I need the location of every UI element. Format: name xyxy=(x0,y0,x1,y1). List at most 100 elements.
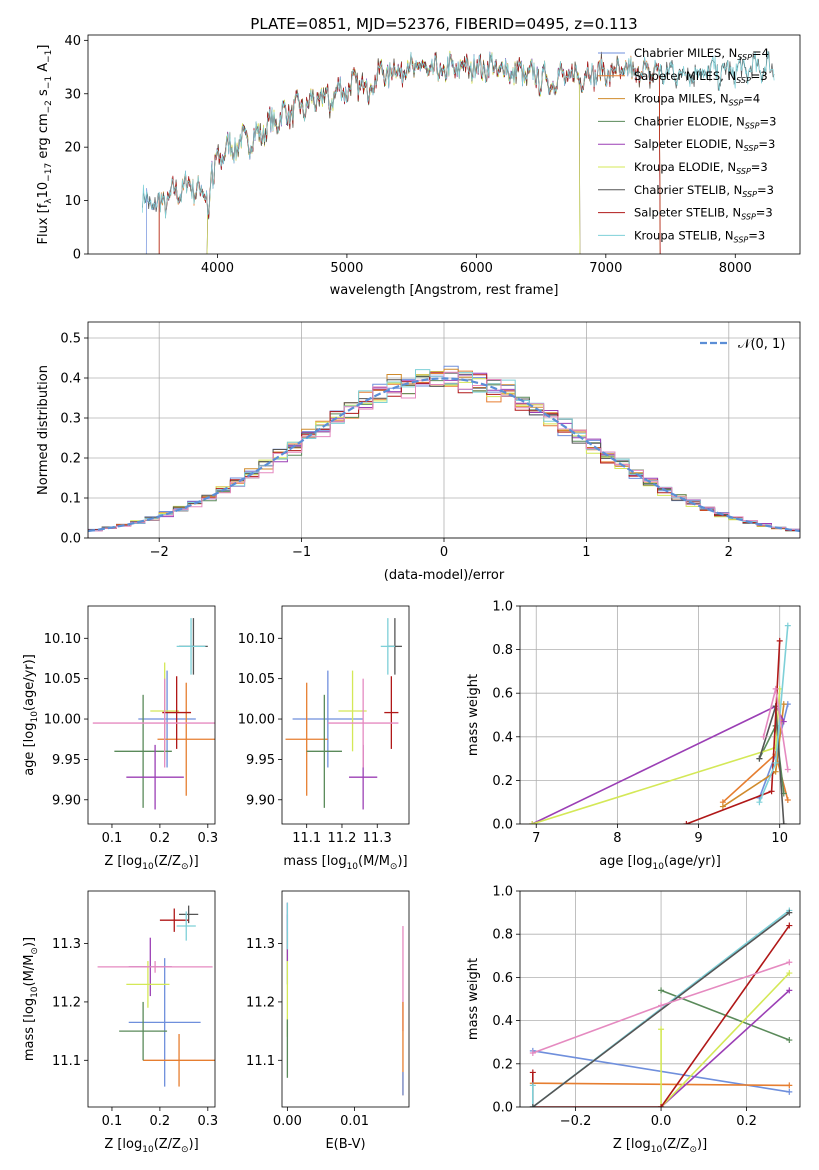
frame-mass-vs-Z xyxy=(87,890,216,1108)
x-axis-label: Z [log10(Z/Z⊙)] xyxy=(104,1137,198,1155)
y-tick-label-4: 0.8 xyxy=(492,928,513,943)
y-axis-label: Flux [fλ10−17 erg cm−2 s−1 A−1] xyxy=(36,45,54,245)
y-tick-label-5: 1.0 xyxy=(492,600,513,615)
x-tick-label-1: 0.2 xyxy=(150,831,171,846)
spectrum-line-kroupa-elodie xyxy=(206,50,581,254)
y-axis-label: mass weight xyxy=(466,958,481,1040)
line-salpeter-stelib-marker-2 xyxy=(776,637,783,644)
x-tick-label-1: 5000 xyxy=(330,261,363,276)
panels: 4000 5000 6000 7000 8000010203040wavelength … xyxy=(22,34,801,1155)
line-kroupa-elodie-marker-2 xyxy=(786,970,793,977)
point-2 xyxy=(306,694,342,808)
line-salpeter-elodie xyxy=(531,705,785,824)
x-tick-label-0: 0.00 xyxy=(273,1114,302,1129)
point-7 xyxy=(380,618,395,675)
line-kroupa-elodie-marker-0 xyxy=(658,1026,665,1033)
plot-area-mass-weight-vs-age xyxy=(529,622,791,824)
x-tick-label-3: 1 xyxy=(582,545,590,560)
frame-spectrum xyxy=(87,34,801,255)
legend-entry-1: Salpeter MILES, NSSP=3 xyxy=(634,69,768,85)
x-axis-label: Z [log10(Z/Z⊙)] xyxy=(613,1137,707,1155)
y-tick-label-2: 10.00 xyxy=(44,713,81,728)
line-kroupa-stelib-marker-0 xyxy=(529,1082,536,1089)
y-tick-label-3: 0.3 xyxy=(60,412,81,427)
line-salpeter-elodie xyxy=(660,989,790,1107)
line-kroupa-stelib-marker-2 xyxy=(784,622,791,629)
x-tick-label-2: 11.3 xyxy=(363,831,392,846)
x-tick-label-2: 0.2 xyxy=(736,1114,757,1129)
panel-mass-weight-vs-Z: −0.2 0.0 0.2 0.0 0.2 0.4 0.6 0.8 1.0 Z [log10(Z/Z… xyxy=(466,885,801,1155)
legend-entry-5: Kroupa ELODIE, NSSP=3 xyxy=(634,160,768,176)
line-pink-marker-0 xyxy=(760,733,767,740)
x-tick-label-1: 0.0 xyxy=(651,1114,672,1129)
x-tick-label-4: 8000 xyxy=(719,261,752,276)
point-1 xyxy=(157,682,215,796)
line-pink-marker-2 xyxy=(786,959,793,966)
line-salpeter-miles-marker-1 xyxy=(786,1082,793,1089)
x-tick-label-0: 4000 xyxy=(201,261,234,276)
point-6 xyxy=(159,908,189,932)
y-tick-label-4: 0.4 xyxy=(60,372,81,387)
point-8 xyxy=(327,678,399,768)
line-salpeter-stelib xyxy=(686,640,781,824)
y-tick-label-3: 0.6 xyxy=(492,971,513,986)
line-pink-marker-2 xyxy=(784,766,791,773)
point-1 xyxy=(143,1034,215,1087)
y-tick-label-3: 10.05 xyxy=(44,672,81,687)
y-tick-label-1: 11.2 xyxy=(246,995,275,1010)
x-tick-label-1: 0.2 xyxy=(150,1114,171,1129)
y-tick-label-1: 9.95 xyxy=(52,753,81,768)
y-tick-label-0: 0.0 xyxy=(492,818,513,833)
line-chabrier-stelib-marker-2 xyxy=(780,821,787,824)
line-kroupa-stelib-marker-1 xyxy=(772,759,779,766)
x-tick-label-0: −0.2 xyxy=(560,1114,592,1129)
x-tick-label-2: 9 xyxy=(694,831,702,846)
y-tick-label-4: 10.10 xyxy=(238,632,275,647)
panel-spectrum: 4000 5000 6000 7000 8000 0 10 20 30 40 wavelength … xyxy=(36,34,801,298)
x-tick-label-0: 7 xyxy=(532,831,540,846)
mass-y-axis-label: mass [log10(M/M⊙)] xyxy=(22,937,40,1061)
line-kroupa-elodie-marker-0 xyxy=(529,821,536,824)
legend-entry-7: Salpeter STELIB, NSSP=3 xyxy=(634,206,773,222)
line-kroupa-elodie xyxy=(660,972,790,1107)
x-tick-label-1: −1 xyxy=(292,545,311,560)
panel-mass-vs-EBV: 0.00 0.01 11.1 11.2 11.3 E(B-V) xyxy=(246,890,410,1152)
y-tick-label-1: 9.95 xyxy=(246,753,275,768)
frame-mass-weight-vs-Z xyxy=(519,890,801,1108)
y-tick-label-1: 11.2 xyxy=(52,995,81,1010)
y-tick-label-2: 0.4 xyxy=(492,1014,513,1029)
y-tick-label-0: 0.0 xyxy=(492,1101,513,1116)
point-2 xyxy=(119,1001,168,1061)
spectrum-line-salpeter-elodie xyxy=(206,51,581,254)
y-tick-label-2: 10.00 xyxy=(238,713,275,728)
line-chabrier-stelib-marker-0 xyxy=(529,1104,536,1107)
plot-area-mass-vs-EBV xyxy=(286,902,404,1096)
x-axis-label: E(B-V) xyxy=(325,1137,365,1152)
point-6 xyxy=(162,676,192,749)
x-axis-label: Z [log10(Z/Z⊙)] xyxy=(104,854,198,872)
plot-area-spectrum xyxy=(142,50,775,254)
x-tick-label-3: 7000 xyxy=(589,261,622,276)
x-tick-label-0: 11.1 xyxy=(292,831,321,846)
line-salpeter-elodie-marker-1 xyxy=(786,987,793,994)
y-tick-label-2: 0.4 xyxy=(492,730,513,745)
line-chabrier-miles-marker-1 xyxy=(786,1088,793,1095)
plot-area-mass-weight-vs-Z xyxy=(529,907,793,1107)
y-tick-label-0: 9.90 xyxy=(246,793,275,808)
x-tick-label-0: 0.1 xyxy=(102,831,123,846)
x-tick-label-1: 8 xyxy=(613,831,621,846)
x-tick-label-2: 6000 xyxy=(460,261,493,276)
point-1 xyxy=(285,682,328,796)
normal-curve xyxy=(88,377,800,533)
line-kroupa-stelib xyxy=(532,909,790,1107)
point-7 xyxy=(176,618,206,675)
x-tick-label-1: 11.2 xyxy=(327,831,356,846)
line-chabrier-stelib xyxy=(532,911,790,1107)
line-salpeter-stelib-marker-3 xyxy=(786,922,793,929)
plot-area-age-vs-mass xyxy=(285,618,402,810)
plot-area-residuals xyxy=(88,365,800,538)
x-tick-label-0: −2 xyxy=(150,545,169,560)
legend-entry-4: Salpeter ELODIE, NSSP=3 xyxy=(634,137,775,153)
spectrum-line-chabrier-elodie xyxy=(206,52,581,254)
y-axis-label: Normed distribution xyxy=(36,365,51,495)
